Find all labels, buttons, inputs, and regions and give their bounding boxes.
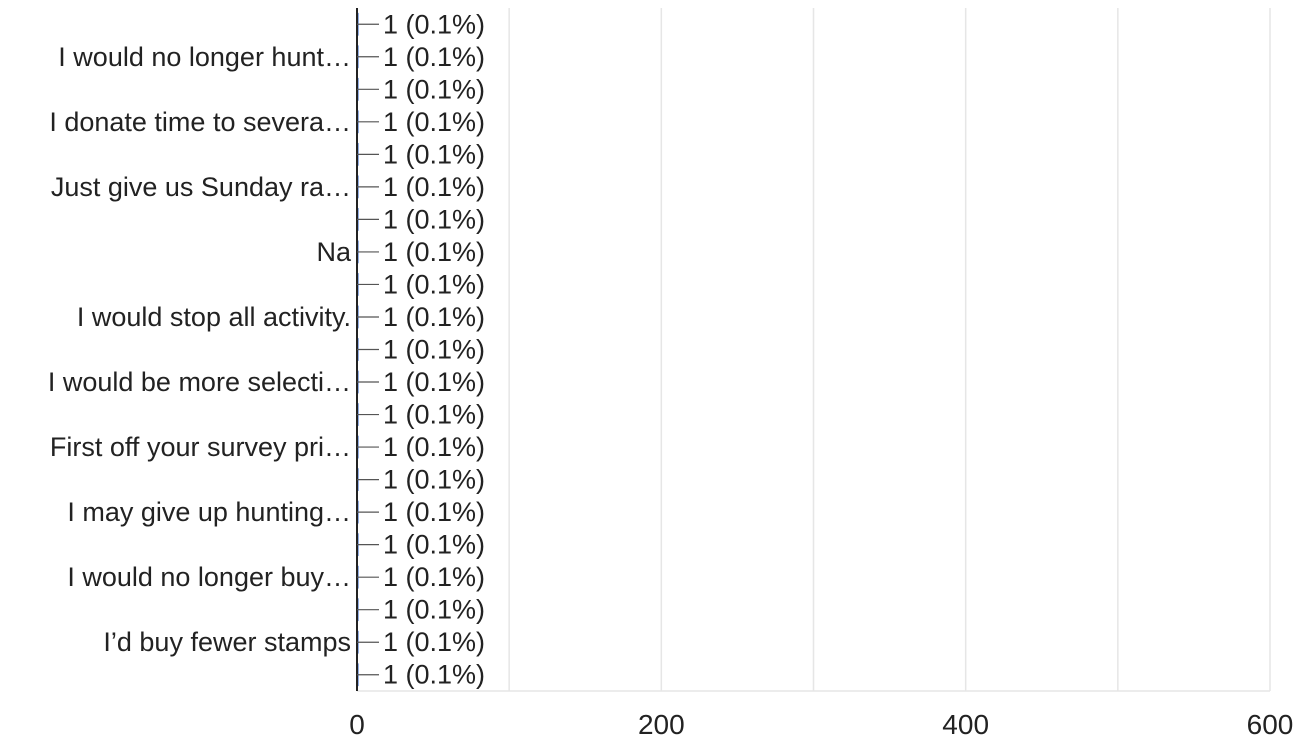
data-label: 1 (0.1%) [383,172,485,202]
data-label: 1 (0.1%) [383,9,485,39]
data-label: 1 (0.1%) [383,237,485,267]
data-label: 1 (0.1%) [383,139,485,169]
data-label: 1 (0.1%) [383,432,485,462]
data-label: 1 (0.1%) [383,660,485,690]
data-label: 1 (0.1%) [383,302,485,332]
x-tick-label: 400 [942,709,989,740]
labels: 1 (0.1%)1 (0.1%)1 (0.1%)1 (0.1%)1 (0.1%)… [48,9,1294,740]
category-label: First off your survey pri… [50,432,351,462]
category-label: I may give up hunting… [67,497,351,527]
data-label: 1 (0.1%) [383,497,485,527]
data-label: 1 (0.1%) [383,367,485,397]
data-label: 1 (0.1%) [383,530,485,560]
x-tick-label: 600 [1247,709,1294,740]
data-label: 1 (0.1%) [383,400,485,430]
data-label: 1 (0.1%) [383,269,485,299]
data-label: 1 (0.1%) [383,465,485,495]
category-label: I would no longer hunt… [58,42,351,72]
category-label: Just give us Sunday ra… [51,172,351,202]
data-label: 1 (0.1%) [383,74,485,104]
data-label: 1 (0.1%) [383,627,485,657]
gridlines [357,8,1271,692]
category-label: I’d buy fewer stamps [103,627,351,657]
category-label: I donate time to severa… [49,107,351,137]
category-label: Na [316,237,351,267]
x-tick-label: 0 [349,709,365,740]
data-label: 1 (0.1%) [383,335,485,365]
data-label: 1 (0.1%) [383,42,485,72]
data-label: 1 (0.1%) [383,204,485,234]
data-label: 1 (0.1%) [383,595,485,625]
category-label: I would stop all activity. [77,302,351,332]
category-label: I would no longer buy… [67,562,351,592]
x-tick-label: 200 [638,709,685,740]
data-label: 1 (0.1%) [383,562,485,592]
category-label: I would be more selecti… [48,367,351,397]
data-label: 1 (0.1%) [383,107,485,137]
